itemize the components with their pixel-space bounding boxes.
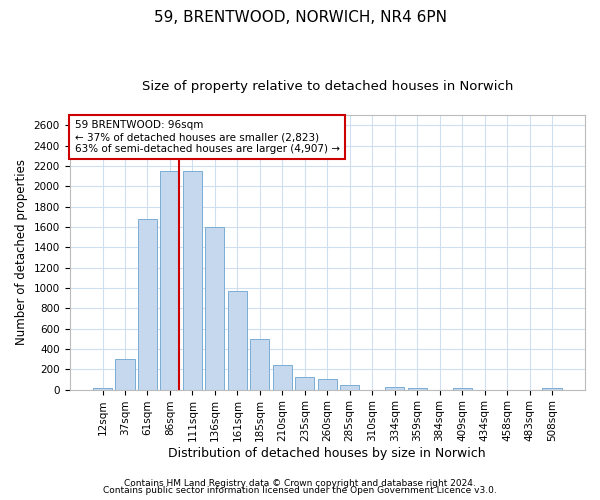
- Bar: [542, 388, 562, 390]
- Bar: [385, 386, 404, 390]
- Y-axis label: Number of detached properties: Number of detached properties: [15, 160, 28, 346]
- Bar: [295, 378, 314, 390]
- Bar: [160, 171, 179, 390]
- X-axis label: Distribution of detached houses by size in Norwich: Distribution of detached houses by size …: [169, 447, 486, 460]
- Bar: [138, 218, 157, 390]
- Bar: [340, 385, 359, 390]
- Bar: [452, 388, 472, 390]
- Text: Contains public sector information licensed under the Open Government Licence v3: Contains public sector information licen…: [103, 486, 497, 495]
- Text: 59, BRENTWOOD, NORWICH, NR4 6PN: 59, BRENTWOOD, NORWICH, NR4 6PN: [154, 10, 446, 25]
- Bar: [318, 380, 337, 390]
- Text: 59 BRENTWOOD: 96sqm
← 37% of detached houses are smaller (2,823)
63% of semi-det: 59 BRENTWOOD: 96sqm ← 37% of detached ho…: [74, 120, 340, 154]
- Title: Size of property relative to detached houses in Norwich: Size of property relative to detached ho…: [142, 80, 513, 93]
- Bar: [250, 338, 269, 390]
- Bar: [407, 388, 427, 390]
- Bar: [205, 227, 224, 390]
- Bar: [183, 171, 202, 390]
- Bar: [115, 359, 134, 390]
- Text: Contains HM Land Registry data © Crown copyright and database right 2024.: Contains HM Land Registry data © Crown c…: [124, 478, 476, 488]
- Bar: [93, 388, 112, 390]
- Bar: [273, 364, 292, 390]
- Bar: [228, 291, 247, 390]
